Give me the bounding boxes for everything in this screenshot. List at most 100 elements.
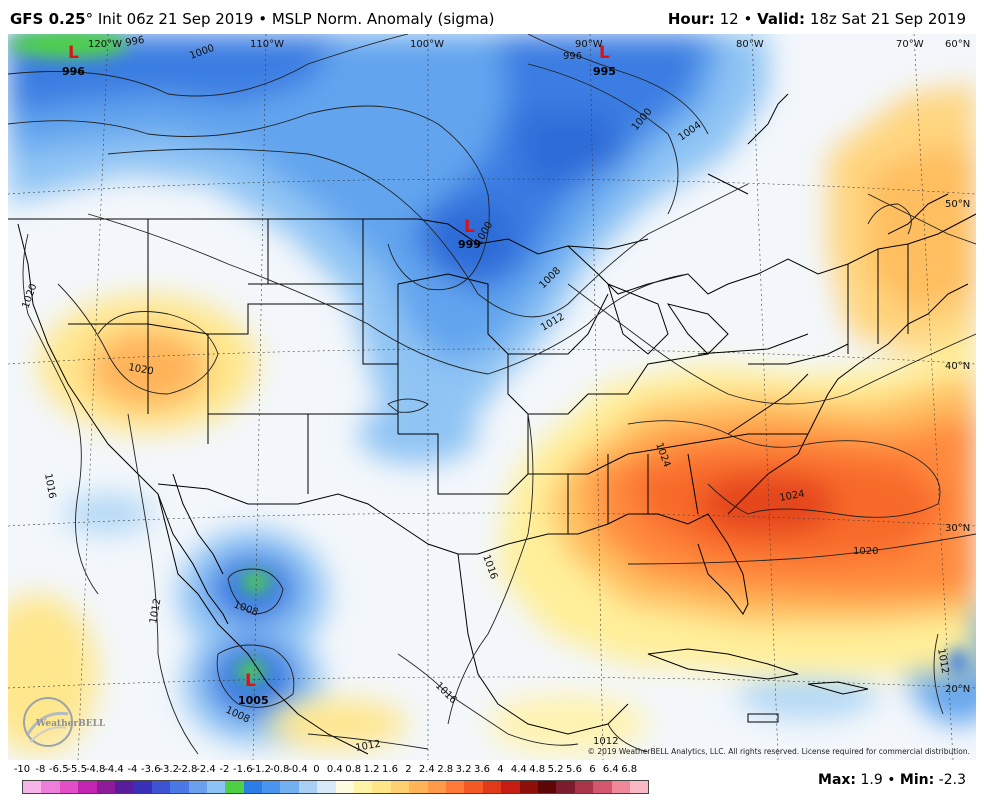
svg-text:L: L bbox=[245, 671, 256, 691]
isobar-label: 1012 bbox=[593, 736, 618, 747]
header-valid: Hour: 12 • Valid: 18z Sat 21 Sep 2019 bbox=[667, 10, 966, 28]
scale-cell bbox=[133, 781, 152, 793]
scale-label: 1.6 bbox=[382, 764, 398, 775]
scale-cell bbox=[574, 781, 594, 793]
svg-text:999: 999 bbox=[458, 238, 481, 251]
scale-cell bbox=[317, 781, 336, 793]
lat-label: 40°N bbox=[945, 361, 970, 372]
scale-cell bbox=[298, 781, 318, 793]
isobar-label: 1016 bbox=[42, 473, 57, 500]
scale-cell bbox=[188, 781, 207, 793]
scale-label: 4 bbox=[497, 764, 504, 775]
min-value: -2.3 bbox=[938, 772, 966, 788]
latitude-labels: 50°N 40°N 30°N 20°N bbox=[945, 199, 970, 695]
scale-cell bbox=[537, 781, 557, 793]
scale-label: 2.8 bbox=[437, 764, 454, 775]
scale-label: 3.2 bbox=[455, 764, 472, 775]
scale-cell bbox=[629, 781, 649, 793]
init-time: Init 06z 21 Sep 2019 bbox=[97, 10, 254, 28]
coastlines-borders bbox=[8, 93, 976, 755]
model-name: GFS 0.25 bbox=[10, 10, 86, 28]
scale-cell bbox=[611, 781, 630, 793]
color-scale-bar bbox=[22, 780, 650, 794]
scale-label: 6 bbox=[589, 764, 596, 775]
scale-label: -2.4 bbox=[196, 764, 216, 775]
lat-label: 20°N bbox=[945, 684, 970, 695]
lon-label: 80°W bbox=[736, 39, 764, 50]
isobars bbox=[8, 34, 976, 755]
lon-label: 60°N bbox=[945, 39, 970, 50]
low-center: L 995 bbox=[593, 43, 616, 78]
weather-map: 1000 996 996 1000 1004 1000 1008 1012 10… bbox=[8, 34, 976, 760]
lat-label: 30°N bbox=[945, 523, 970, 534]
copyright-text: © 2019 WeatherBELL Analytics, LLC. All r… bbox=[588, 747, 970, 756]
low-center: L 999 bbox=[458, 217, 481, 251]
low-center: L 996 bbox=[62, 43, 85, 78]
scale-label: 5.6 bbox=[566, 764, 582, 775]
lon-label: 90°W bbox=[575, 39, 603, 50]
scale-label: -0.4 bbox=[288, 764, 308, 775]
scale-cell bbox=[372, 781, 391, 793]
scale-cell bbox=[23, 781, 42, 793]
scale-label: -1.2 bbox=[251, 764, 271, 775]
isobar-label: 1024 bbox=[779, 489, 806, 504]
isobar-label: 1020 bbox=[853, 546, 878, 557]
scale-cell bbox=[519, 781, 538, 793]
lat-label: 50°N bbox=[945, 199, 970, 210]
scale-cell bbox=[243, 781, 263, 793]
scale-cell bbox=[225, 781, 244, 793]
scale-cell bbox=[335, 781, 355, 793]
scale-cell bbox=[78, 781, 97, 793]
scale-cell bbox=[409, 781, 428, 793]
scale-cell bbox=[464, 781, 483, 793]
scale-cell bbox=[280, 781, 299, 793]
isobar-label: 1012 bbox=[935, 648, 950, 675]
scale-label: 2.4 bbox=[418, 764, 435, 775]
scale-label: -4.4 bbox=[104, 764, 124, 775]
max-value: 1.9 bbox=[860, 772, 883, 788]
svg-text:L: L bbox=[464, 217, 475, 237]
scale-label: 0.4 bbox=[326, 764, 343, 775]
scale-label: -3.2 bbox=[159, 764, 179, 775]
scale-label: -4.8 bbox=[85, 764, 106, 775]
scale-label: 6.4 bbox=[602, 764, 619, 775]
legend-footer: -10 -8 -6.5 -5.5 -4.8 -4.4 -4 -3.6 -3.2 -2.8 -2.4-… bbox=[0, 760, 984, 808]
scale-cell bbox=[262, 781, 281, 793]
scale-cell bbox=[354, 781, 373, 793]
scale-label: -5.5 bbox=[67, 764, 87, 775]
map-header: GFS 0.25° Init 06z 21 Sep 2019 • MSLP No… bbox=[0, 0, 984, 34]
scale-label: -1.6 bbox=[233, 764, 253, 775]
scale-cell bbox=[59, 781, 79, 793]
scale-label: 6.8 bbox=[621, 764, 638, 775]
lon-label: 120°W bbox=[88, 39, 122, 50]
low-center: L 1005 bbox=[238, 671, 269, 707]
scale-label: -6.5 bbox=[49, 764, 69, 775]
isobar-label: 1012 bbox=[148, 598, 163, 625]
pressure-lows: L 996 L 995 L 999 L 1005 bbox=[62, 43, 616, 707]
scale-label: -2.8 bbox=[177, 764, 198, 775]
svg-text:L: L bbox=[68, 43, 79, 63]
scale-cell bbox=[593, 781, 612, 793]
scale-cell bbox=[170, 781, 189, 793]
color-scale-labels: -10 -8 -6.5 -5.5 -4.8 -4.4 -4 -3.6 -3.2 -2.8 -2.4-… bbox=[10, 764, 710, 780]
scale-label: 2 bbox=[405, 764, 412, 775]
scale-label: 3.6 bbox=[474, 764, 490, 775]
forecast-hour: 12 bbox=[719, 10, 739, 28]
lon-label: 100°W bbox=[410, 39, 444, 50]
scale-cell bbox=[482, 781, 502, 793]
scale-cell bbox=[41, 781, 60, 793]
scale-label: 4.4 bbox=[510, 764, 527, 775]
logo-text: WeatherBELL bbox=[35, 719, 106, 729]
scale-cell bbox=[445, 781, 465, 793]
scale-cell bbox=[151, 781, 171, 793]
valid-time: 18z Sat 21 Sep 2019 bbox=[809, 10, 966, 28]
min-max-stats: Max: 1.9 • Min: -2.3 bbox=[818, 772, 966, 788]
scale-cell bbox=[556, 781, 575, 793]
scale-label: -0.8 bbox=[269, 764, 290, 775]
scale-label: 4.8 bbox=[529, 764, 546, 775]
scale-cell bbox=[501, 781, 520, 793]
graticule bbox=[8, 34, 976, 760]
scale-label: -10 bbox=[13, 764, 31, 775]
scale-label: 0.8 bbox=[345, 764, 362, 775]
isobar-label: 996 bbox=[125, 35, 146, 49]
